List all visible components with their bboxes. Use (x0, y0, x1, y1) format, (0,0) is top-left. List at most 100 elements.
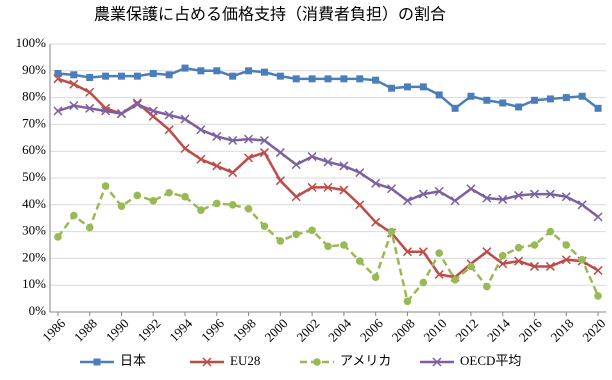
data-point (451, 276, 459, 284)
x-tick-label: 1990 (103, 316, 132, 345)
data-point (133, 72, 141, 80)
y-tick-label: 100% (16, 35, 47, 50)
data-point (213, 67, 221, 75)
data-point (578, 92, 586, 100)
data-point (165, 71, 173, 79)
data-point (228, 168, 238, 178)
data-point (529, 189, 540, 199)
x-tick-label: 2020 (579, 316, 608, 345)
data-point (450, 196, 460, 206)
legend-label: アメリカ (340, 353, 391, 368)
data-point (435, 249, 444, 257)
data-point (562, 241, 571, 249)
data-point (434, 186, 444, 196)
x-tick-label: 2012 (452, 316, 481, 345)
data-point (323, 157, 333, 167)
data-point (307, 182, 317, 192)
data-point (292, 230, 301, 239)
data-point (260, 222, 269, 231)
data-point (245, 67, 253, 75)
data-point (467, 92, 475, 100)
data-point (355, 257, 364, 265)
data-point (228, 201, 237, 209)
data-point (275, 148, 285, 158)
data-point (244, 205, 253, 213)
x-tick-label: 1998 (230, 316, 259, 345)
data-point (545, 261, 555, 271)
data-point (515, 103, 523, 111)
y-tick-label: 0% (29, 303, 47, 318)
data-point (371, 217, 381, 227)
data-point (323, 182, 333, 192)
data-point (419, 278, 428, 287)
data-point (180, 143, 190, 154)
data-point (116, 109, 127, 119)
data-point (212, 131, 222, 141)
data-point (594, 104, 602, 112)
data-point (482, 247, 492, 257)
data-point (530, 241, 539, 249)
data-point (355, 200, 365, 210)
x-tick-label: 2014 (484, 315, 513, 344)
data-point (148, 106, 158, 116)
data-point (514, 190, 524, 200)
data-point (324, 75, 332, 83)
data-point (372, 76, 380, 84)
x-tick-label: 1988 (71, 316, 100, 345)
y-tick-label: 40% (22, 196, 46, 211)
data-point (593, 265, 603, 275)
legend-marker (432, 357, 442, 367)
data-point (529, 261, 540, 271)
x-tick-label: 2008 (389, 316, 418, 345)
legend-marker (93, 358, 101, 366)
data-point (546, 95, 554, 103)
data-point (164, 125, 174, 135)
data-point (594, 292, 602, 300)
data-point (514, 256, 524, 266)
x-tick-label: 2018 (548, 316, 577, 345)
data-point (197, 206, 205, 214)
data-point (180, 114, 190, 124)
data-point (85, 103, 95, 113)
series-line (57, 102, 599, 218)
data-point (291, 192, 301, 202)
data-point (340, 75, 348, 83)
data-point (69, 79, 79, 89)
y-tick-label: 20% (22, 249, 46, 264)
data-point (498, 194, 508, 204)
x-tick-label: 1992 (134, 316, 163, 345)
data-point (339, 185, 349, 195)
data-point (388, 84, 396, 92)
data-point (561, 255, 571, 265)
data-point (196, 154, 206, 164)
data-point (419, 83, 427, 91)
data-point (244, 153, 254, 163)
data-point (53, 106, 63, 116)
data-point (70, 71, 78, 79)
data-point (402, 247, 412, 257)
data-point (514, 243, 523, 252)
data-point (434, 269, 444, 280)
data-point (196, 125, 206, 135)
data-point (181, 64, 189, 72)
data-point (403, 297, 412, 306)
x-tick-label: 2004 (325, 315, 354, 344)
data-point (466, 184, 476, 194)
legend-marker (313, 358, 321, 366)
y-tick-label: 30% (22, 223, 46, 238)
legend-label: OECD平均 (460, 353, 521, 368)
data-point (229, 72, 237, 80)
y-tick-label: 90% (22, 62, 46, 77)
data-point (276, 72, 284, 80)
data-point (53, 74, 63, 84)
data-point (292, 75, 300, 83)
data-point (260, 68, 268, 76)
data-point (387, 227, 396, 236)
data-point (149, 196, 158, 205)
data-point (244, 134, 254, 144)
data-point (259, 148, 269, 158)
data-point (356, 75, 364, 83)
data-point (561, 192, 571, 202)
data-point (132, 99, 142, 109)
data-point (498, 251, 507, 260)
